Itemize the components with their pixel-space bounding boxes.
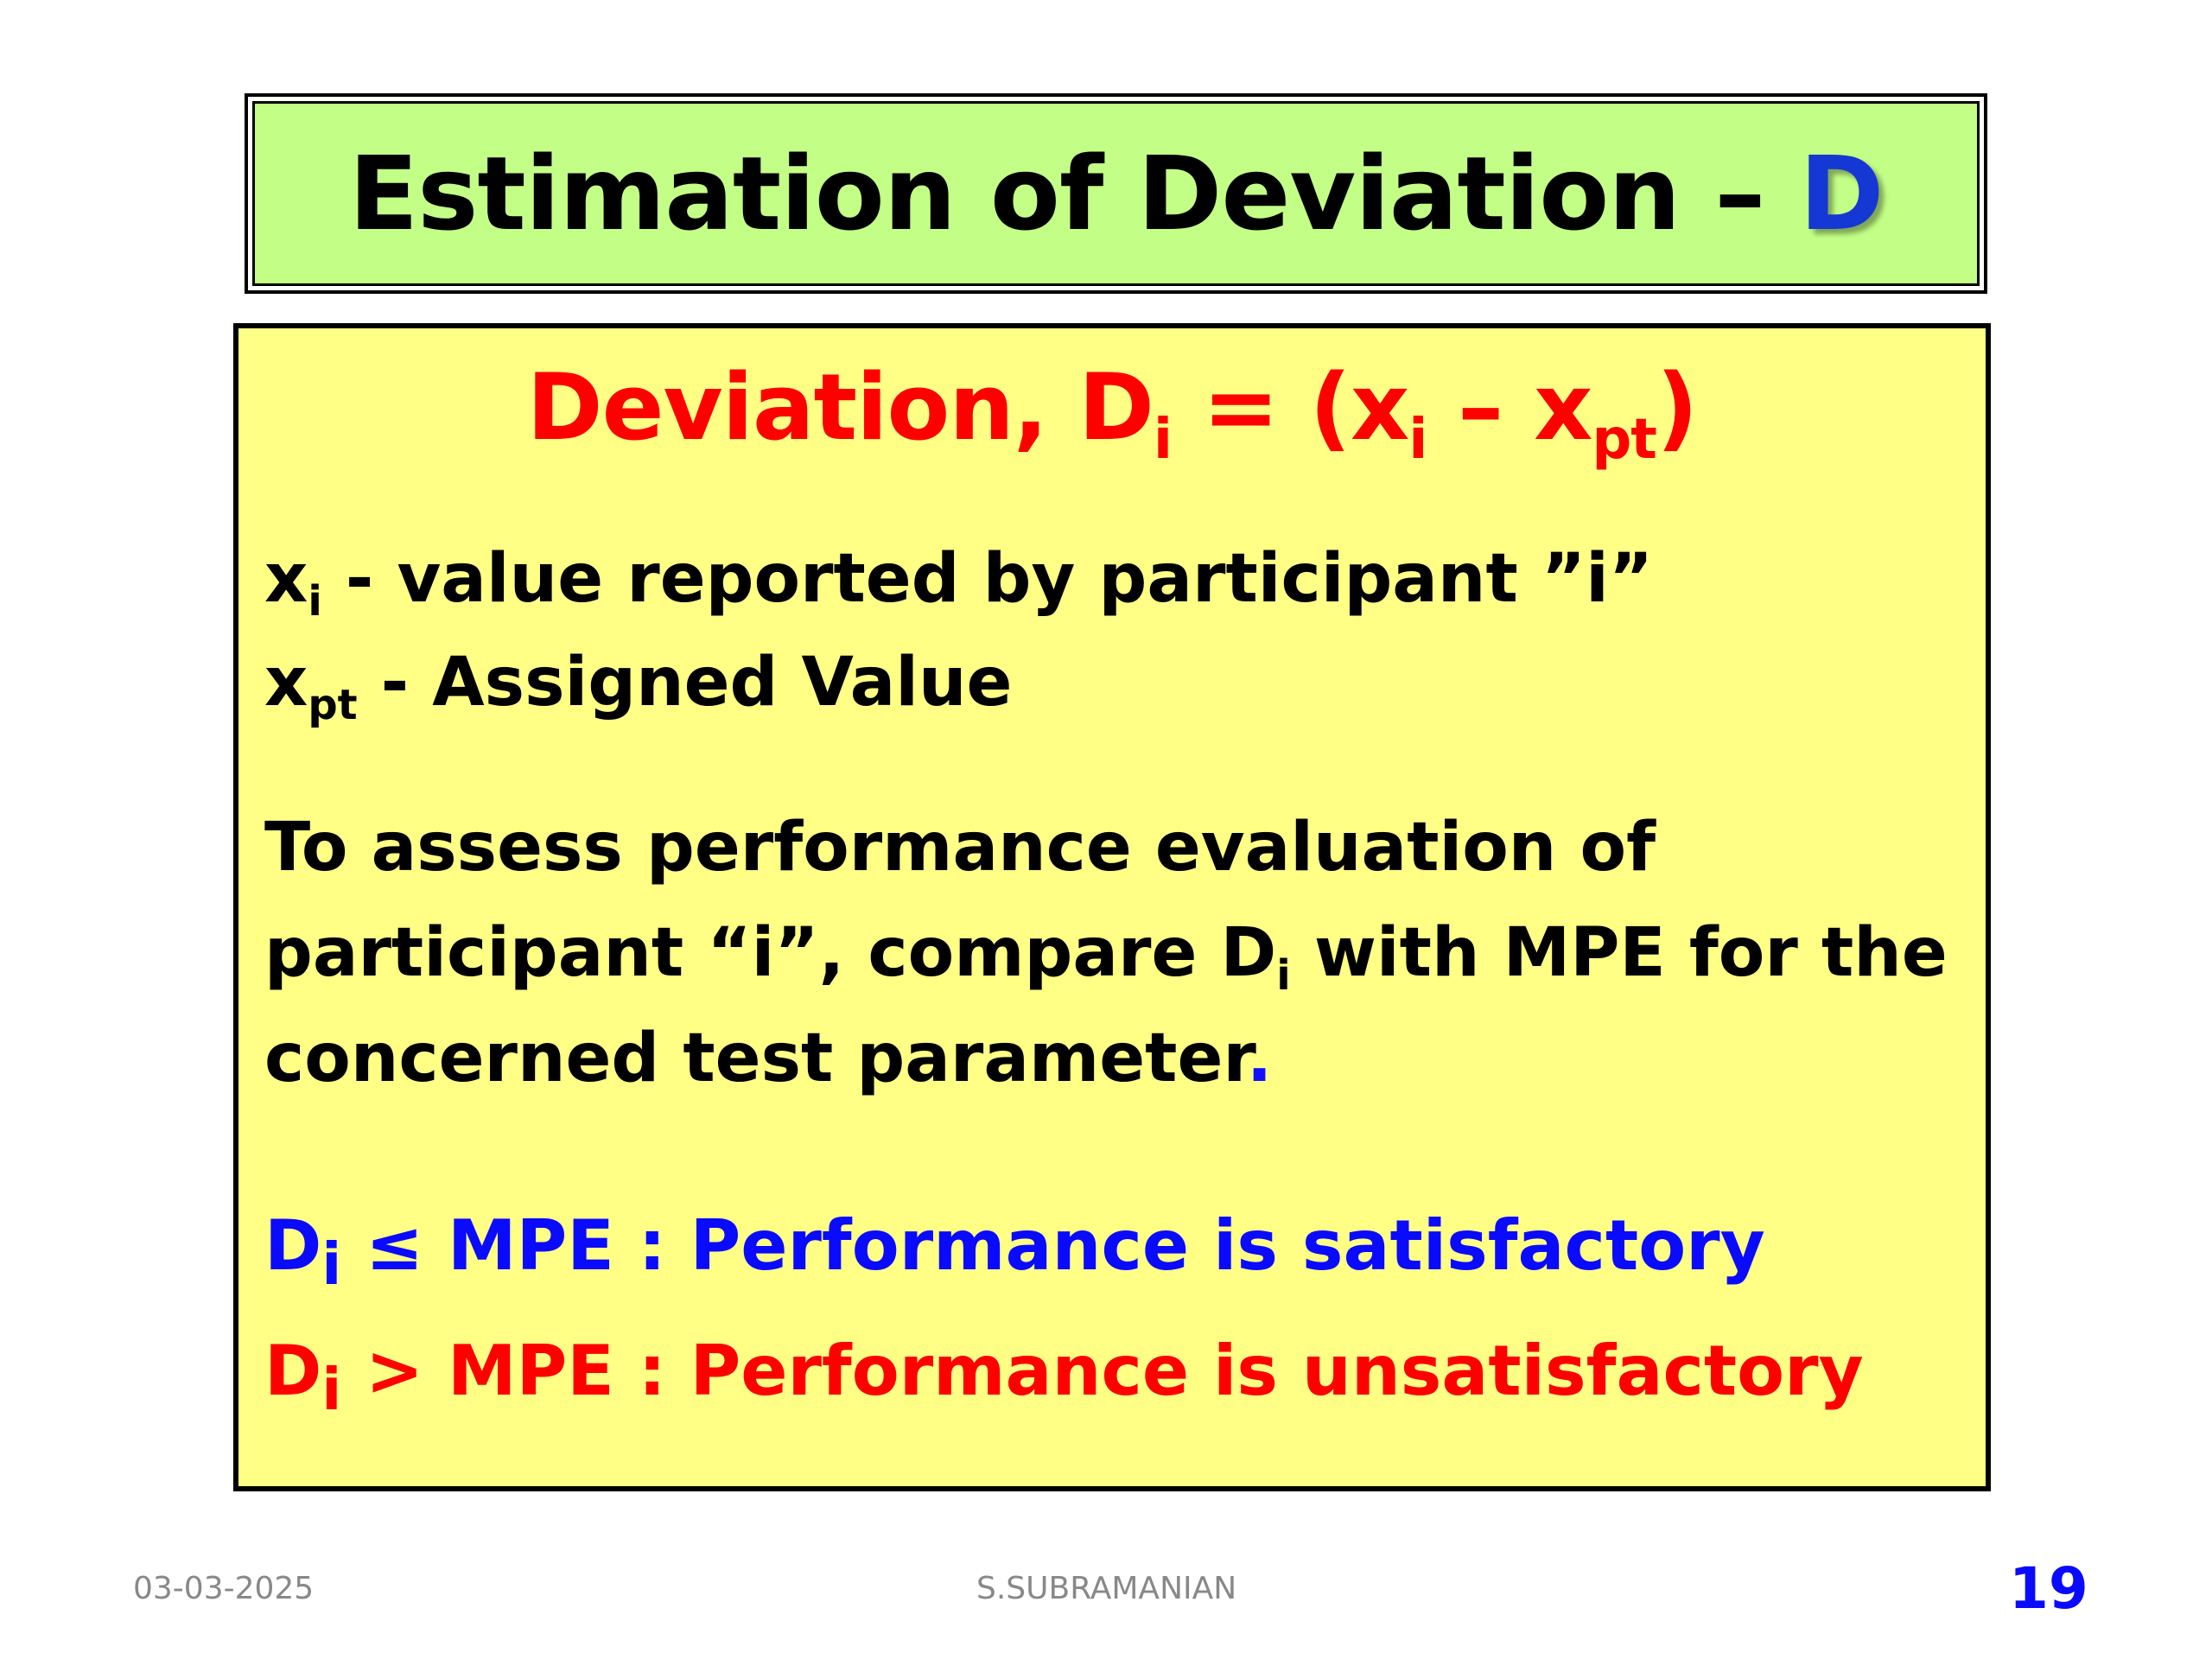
performance-rules: Di ≤ MPE : Performance is satisfactory D… (264, 1192, 1864, 1443)
formula-sub-pt: pt (1592, 408, 1656, 472)
def-text: - Assigned Value (357, 644, 1013, 721)
definition-xpt: xpt - Assigned Value (264, 631, 1653, 734)
title-inner: Estimation of Deviation – D (252, 101, 1980, 286)
assessment-paragraph: To assess performance evaluation of part… (264, 795, 1948, 1111)
deviation-formula: Deviation, Di = (xi – xpt) (238, 354, 1986, 467)
para-line-2-sub: i (1276, 951, 1291, 1000)
formula-sub-i: i (1153, 408, 1173, 472)
title-main: Estimation of Deviation – (348, 134, 1800, 253)
para-line-2-b: with MPE for the (1290, 914, 1948, 992)
para-line-2-a: participant “i”, compare D (264, 914, 1277, 992)
rule-sub: i (321, 1230, 342, 1298)
rule-unsatisfactory: Di > MPE : Performance is unsatisfactory (264, 1318, 1864, 1443)
def-symbol: x (264, 644, 308, 721)
rule-satisfactory: Di ≤ MPE : Performance is satisfactory (264, 1192, 1864, 1318)
formula-dash: – x (1427, 354, 1592, 461)
rule-sub: i (321, 1356, 342, 1423)
def-symbol: x (264, 540, 308, 618)
def-sub: i (308, 577, 322, 626)
title-accent: D (1799, 134, 1884, 253)
rule-symbol: D (264, 1331, 322, 1411)
title-box: Estimation of Deviation – D (245, 93, 1987, 294)
content-box: Deviation, Di = (xi – xpt) xi - value re… (233, 323, 1991, 1491)
page-number: 19 (2009, 1555, 2088, 1622)
para-line-3: concerned test parameter. (264, 1006, 1948, 1111)
para-line-1: To assess performance evaluation of (264, 809, 1656, 887)
para-line-2: participant “i”, compare Di with MPE for… (264, 900, 1948, 1006)
def-text: - value reported by participant ”i” (321, 540, 1654, 618)
def-sub: pt (308, 681, 358, 729)
footer-author: S.SUBRAMANIAN (976, 1571, 1237, 1606)
rule-text: > MPE : Performance is unsatisfactory (341, 1331, 1864, 1411)
formula-mid: = (x (1171, 354, 1410, 461)
para-line-3-text: concerned test parameter (264, 1020, 1247, 1097)
para-line-3-dot: . (1246, 1020, 1273, 1097)
definition-xi: xi - value reported by participant ”i” (264, 527, 1653, 631)
footer-date: 03-03-2025 (133, 1571, 315, 1606)
rule-text: ≤ MPE : Performance is satisfactory (341, 1205, 1765, 1286)
formula-lead: Deviation, D (526, 354, 1154, 461)
formula-sub-i2: i (1408, 408, 1427, 472)
rule-symbol: D (264, 1205, 322, 1286)
slide-title: Estimation of Deviation – D (348, 134, 1885, 253)
formula-close: ) (1656, 354, 1698, 461)
definitions: xi - value reported by participant ”i” x… (264, 527, 1653, 734)
